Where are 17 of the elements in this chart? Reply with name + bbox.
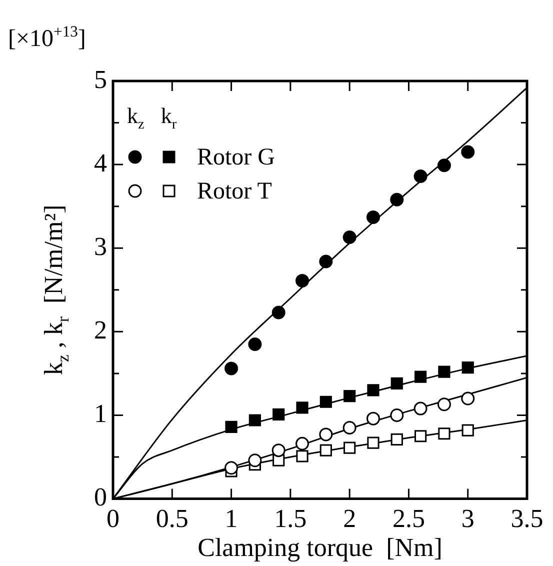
y-tick-label: 0: [94, 482, 107, 512]
legend-label: Rotor G: [197, 144, 275, 170]
y-tick-label: 1: [94, 399, 107, 428]
x-tick-label: 3.5: [510, 504, 544, 534]
x-tick-label: 1.5: [274, 504, 307, 534]
y-tick-label: 5: [94, 64, 107, 94]
x-tick-label: 0.5: [156, 504, 188, 534]
x-tick-label: 3: [461, 504, 474, 534]
y-tick-label: 2: [94, 316, 107, 345]
x-tick-label: 2: [343, 504, 356, 534]
x-tick-label: 1: [224, 504, 238, 534]
x-tick-label: 2.5: [392, 504, 425, 534]
y-tick-label: 3: [94, 232, 107, 261]
y-tick-label: 4: [94, 148, 107, 178]
x-axis-title: Clamping torque [Nm]: [198, 533, 442, 562]
y-axis-title: kz , kr [N/m/m²]: [39, 204, 72, 376]
legend-label: Rotor T: [197, 178, 272, 204]
